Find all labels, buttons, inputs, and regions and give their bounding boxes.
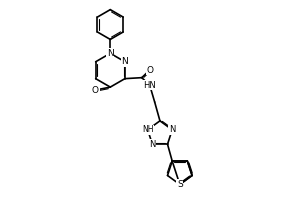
Text: N: N: [149, 140, 155, 149]
Text: NH: NH: [142, 125, 153, 134]
Text: S: S: [177, 180, 183, 189]
Text: HN: HN: [143, 81, 156, 90]
Text: N: N: [107, 49, 114, 58]
Text: O: O: [146, 66, 153, 75]
Text: N: N: [122, 57, 128, 66]
Text: N: N: [169, 125, 175, 134]
Text: O: O: [92, 86, 99, 95]
